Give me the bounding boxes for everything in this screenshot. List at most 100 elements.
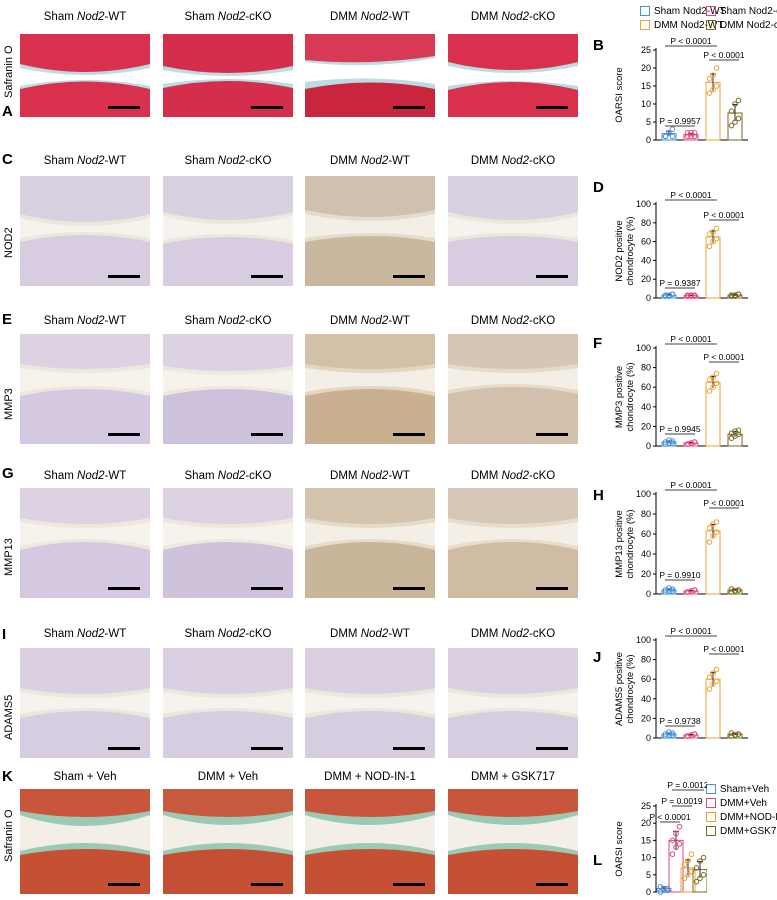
y-tick-label: 0 bbox=[646, 589, 651, 599]
significance-label: P < 0.0001 bbox=[670, 334, 711, 344]
data-point bbox=[706, 686, 713, 692]
ihc-image bbox=[163, 648, 293, 758]
data-point bbox=[706, 76, 713, 82]
data-point bbox=[732, 732, 738, 738]
column-title: Sham Nod2-WT bbox=[43, 315, 127, 327]
data-point bbox=[700, 854, 707, 861]
scale-bar bbox=[251, 587, 283, 590]
data-point bbox=[662, 133, 669, 140]
data-point bbox=[688, 440, 694, 446]
data-point bbox=[710, 229, 716, 236]
y-axis-label: OARSI score bbox=[614, 821, 625, 876]
panel-letter: A bbox=[2, 103, 13, 120]
panel-letter: D bbox=[593, 179, 604, 196]
scale-bar bbox=[108, 106, 140, 109]
data-point bbox=[669, 851, 676, 857]
y-tick-label: 40 bbox=[641, 694, 651, 704]
safranin-image bbox=[305, 34, 435, 117]
data-point bbox=[691, 133, 698, 140]
data-point bbox=[713, 666, 720, 673]
panel-letter: I bbox=[2, 626, 7, 643]
significance-label: P = 0.9910 bbox=[659, 570, 700, 580]
data-point bbox=[662, 292, 669, 298]
stain-label: MMP13 bbox=[3, 538, 15, 576]
legend-swatch bbox=[706, 798, 716, 809]
ihc-image bbox=[163, 334, 293, 444]
data-point bbox=[691, 731, 698, 737]
y-tick-label: 40 bbox=[641, 402, 651, 412]
data-point bbox=[676, 841, 683, 847]
chart-d: NOD2 positive chondrocyte (%) 0 20 40 60 80 100… bbox=[614, 190, 748, 303]
data-point bbox=[713, 529, 720, 535]
data-point bbox=[735, 97, 742, 104]
bar bbox=[705, 236, 721, 299]
data-point bbox=[691, 439, 698, 445]
significance-label: P < 0.0001 bbox=[670, 38, 711, 46]
data-point bbox=[684, 130, 691, 136]
scale-bar bbox=[536, 747, 568, 750]
ihc-image bbox=[305, 176, 435, 286]
column-title: DMM + NOD-IN-1 bbox=[324, 771, 416, 783]
data-point bbox=[669, 586, 676, 592]
ihc-image bbox=[20, 488, 150, 598]
y-tick-label: 60 bbox=[641, 529, 651, 539]
y-axis-label: chondrocyte (%) bbox=[625, 654, 636, 723]
legend-label: DMM+GSK717 bbox=[720, 826, 777, 837]
data-point bbox=[669, 291, 676, 298]
data-point bbox=[713, 235, 720, 242]
data-point bbox=[710, 384, 716, 391]
data-point bbox=[713, 519, 720, 525]
data-point bbox=[713, 370, 720, 377]
data-point bbox=[710, 86, 716, 93]
y-tick-label: 20 bbox=[641, 421, 651, 431]
data-point bbox=[688, 732, 694, 738]
data-point bbox=[684, 589, 691, 595]
y-tick-label: 20 bbox=[641, 274, 651, 284]
scale-bar bbox=[536, 587, 568, 590]
data-point bbox=[710, 72, 716, 79]
column-title: Sham Nod2-WT bbox=[43, 155, 127, 167]
y-axis-label: MMP13 positive bbox=[614, 510, 625, 578]
data-point bbox=[693, 865, 700, 871]
data-point bbox=[669, 440, 676, 446]
data-point bbox=[706, 539, 713, 545]
scale-bar bbox=[536, 883, 568, 886]
data-point bbox=[710, 681, 716, 687]
data-point bbox=[669, 730, 676, 736]
y-tick-label: 80 bbox=[641, 655, 651, 665]
data-point bbox=[735, 291, 742, 298]
scale-bar bbox=[251, 275, 283, 278]
data-point bbox=[700, 872, 707, 878]
data-point bbox=[706, 525, 713, 531]
significance-label: P = 0.9387 bbox=[659, 278, 700, 288]
ihc-image bbox=[163, 176, 293, 286]
scale-bar bbox=[251, 747, 283, 750]
legend-swatch bbox=[640, 6, 650, 17]
legend-item: Sham Nod2-cKO bbox=[706, 6, 777, 18]
legend-label: Sham Nod2-cKO bbox=[720, 6, 777, 17]
y-axis-label: chondrocyte (%) bbox=[625, 216, 636, 285]
data-point bbox=[673, 844, 679, 851]
y-tick-label: 60 bbox=[641, 382, 651, 392]
column-title: DMM Nod2-cKO bbox=[470, 628, 556, 640]
significance-label: P < 0.0001 bbox=[670, 482, 711, 490]
ihc-image bbox=[20, 176, 150, 286]
legend-item: DMM Nod2-cKO bbox=[706, 20, 777, 32]
data-point bbox=[688, 133, 694, 140]
scale-bar bbox=[393, 587, 425, 590]
legend-label: DMM+Veh bbox=[720, 798, 767, 809]
panel-letter: H bbox=[593, 487, 604, 504]
stain-label: NOD2 bbox=[3, 227, 15, 258]
data-point bbox=[676, 823, 683, 830]
data-point bbox=[735, 731, 742, 737]
column-title: Sham Nod2-cKO bbox=[184, 470, 272, 482]
y-axis-label: chondrocyte (%) bbox=[625, 509, 636, 578]
data-point bbox=[732, 101, 738, 107]
data-point bbox=[735, 431, 742, 438]
data-point bbox=[685, 872, 691, 878]
y-tick-label: 0 bbox=[646, 135, 651, 145]
safranin-image bbox=[20, 34, 150, 117]
stain-label: Safranin O bbox=[3, 45, 15, 98]
chart-j: ADAMS5 positive chondrocyte (%) 0 20 40 60 80 1… bbox=[614, 626, 748, 743]
safranin-image bbox=[448, 789, 578, 894]
